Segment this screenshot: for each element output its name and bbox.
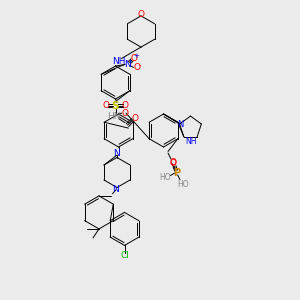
Text: O: O <box>121 109 128 118</box>
Text: O: O <box>169 159 177 168</box>
Text: O: O <box>134 63 141 72</box>
Text: N: N <box>124 60 131 69</box>
Text: O: O <box>137 10 145 19</box>
Text: -: - <box>139 62 142 68</box>
Text: N: N <box>177 120 183 129</box>
Text: HO: HO <box>177 180 189 189</box>
Text: O: O <box>130 54 137 63</box>
Text: HN: HN <box>107 112 121 121</box>
Text: O: O <box>122 101 129 110</box>
Text: Cl: Cl <box>120 251 129 260</box>
Text: O: O <box>131 114 139 123</box>
Text: O: O <box>102 101 109 110</box>
Text: N: N <box>114 148 120 158</box>
Text: HO: HO <box>159 172 171 182</box>
Text: +: + <box>134 53 140 59</box>
Text: P: P <box>173 167 181 178</box>
Text: S: S <box>112 100 119 111</box>
Text: O: O <box>169 158 176 166</box>
Text: N: N <box>112 184 119 194</box>
Text: NH: NH <box>112 57 125 66</box>
Text: NH: NH <box>185 137 196 146</box>
